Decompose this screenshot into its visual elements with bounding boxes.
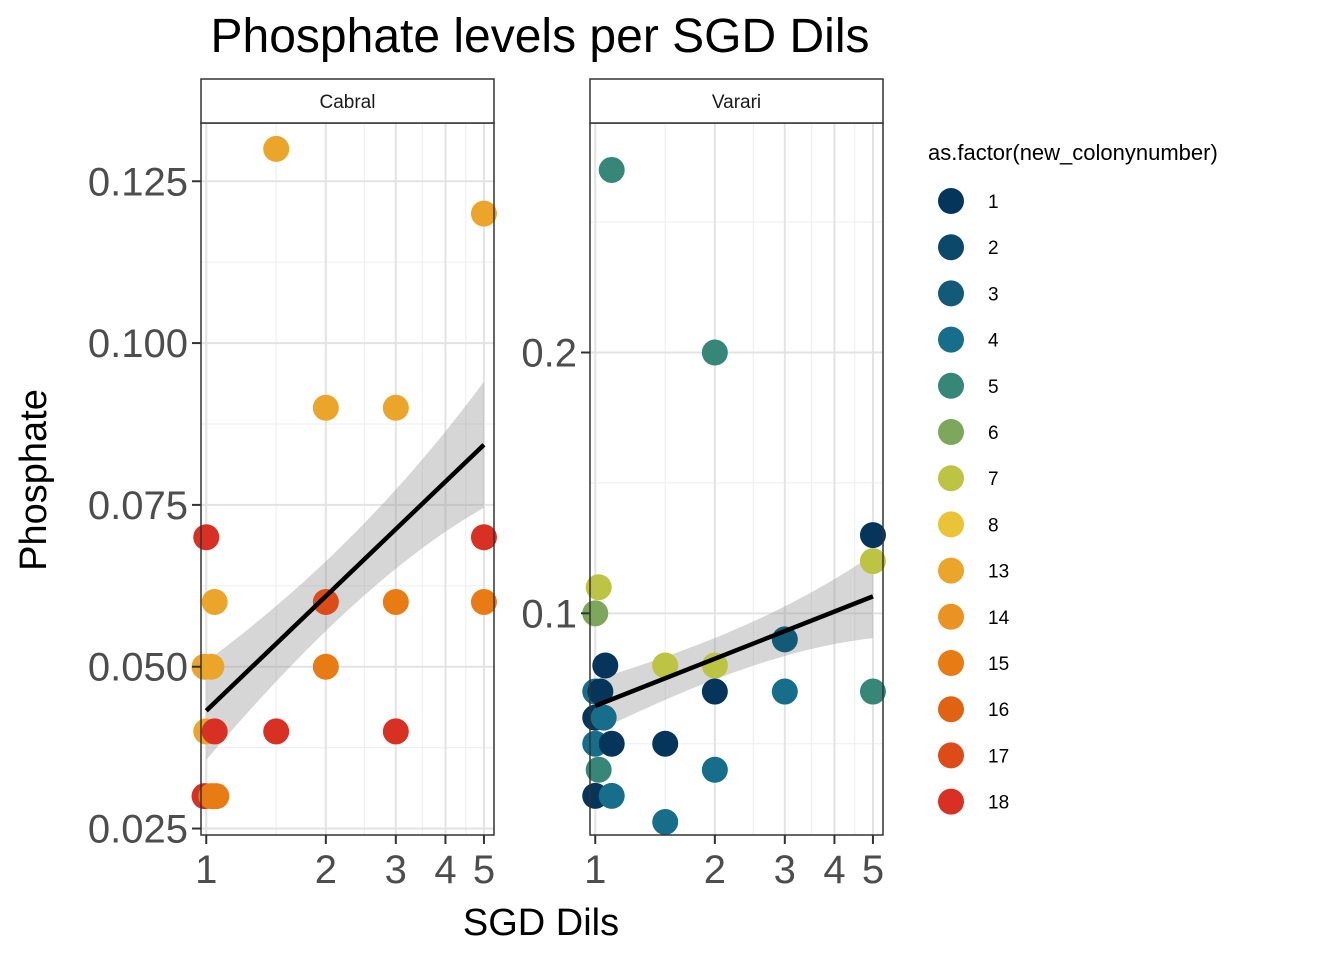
legend-key <box>938 326 964 353</box>
y-tick-label: 0.025 <box>88 808 188 852</box>
legend-label: 8 <box>988 515 999 536</box>
data-point <box>701 339 728 366</box>
legend-key <box>938 511 964 538</box>
panel-varari: Varari 0.1 0.2 1 2 3 4 5 <box>521 78 886 892</box>
legend-key <box>938 650 964 676</box>
data-point <box>203 783 230 810</box>
data-point <box>201 718 228 745</box>
data-point <box>312 653 339 680</box>
legend-key <box>938 465 964 492</box>
data-point <box>198 653 225 680</box>
strip-label: Cabral <box>320 92 376 113</box>
y-tick-label: 0.050 <box>88 646 188 690</box>
strip-box <box>200 78 495 124</box>
chart-title: Phosphate levels per SGD Dils <box>211 10 870 63</box>
data-point <box>771 678 798 705</box>
confidence-band <box>595 554 873 732</box>
y-axis-label: Phosphate <box>13 389 55 571</box>
x-tick-label: 3 <box>385 848 407 892</box>
data-point <box>652 652 679 679</box>
legend-label: 5 <box>988 377 999 398</box>
x-tick-label: 2 <box>704 848 726 892</box>
legend-label: 6 <box>988 423 999 444</box>
data-point <box>470 524 497 551</box>
data-point <box>587 678 614 705</box>
data-point <box>652 808 679 835</box>
data-point <box>582 600 609 627</box>
y-tick-label: 0.1 <box>521 592 577 636</box>
legend-key <box>938 603 964 630</box>
legend-label: 16 <box>988 700 1009 721</box>
legend-key <box>938 188 964 214</box>
legend-key <box>938 557 964 584</box>
data-point <box>193 524 220 551</box>
legend: as.factor(new_colonynumber) 1 2 3 4 5 6 7 8 13 14… <box>928 140 1218 815</box>
y-tick-label: 0.125 <box>88 160 188 204</box>
data-point <box>859 522 886 549</box>
data-point <box>263 135 290 162</box>
legend-key <box>938 788 964 815</box>
y-tick-label: 0.075 <box>88 484 188 528</box>
legend-title: as.factor(new_colonynumber) <box>928 140 1218 165</box>
strip-box <box>589 78 884 124</box>
data-point <box>859 548 886 575</box>
data-point <box>470 588 497 615</box>
data-point <box>585 574 612 601</box>
trend-line <box>204 443 486 713</box>
data-point <box>598 730 625 757</box>
legend-label: 13 <box>988 562 1009 583</box>
legend-key <box>938 280 964 307</box>
data-point <box>382 718 409 745</box>
data-point <box>201 588 228 615</box>
legend-key <box>938 372 964 399</box>
legend-label: 3 <box>988 284 999 305</box>
data-point <box>312 394 339 421</box>
y-tick-label: 0.2 <box>521 332 577 376</box>
legend-label: 7 <box>988 469 999 490</box>
legend-label: 2 <box>988 238 999 259</box>
legend-label: 18 <box>988 793 1009 814</box>
legend-label: 1 <box>988 192 999 213</box>
legend-key <box>938 419 964 445</box>
legend-key <box>938 696 964 723</box>
x-tick-label: 1 <box>584 848 606 892</box>
y-tick-label: 0.100 <box>88 322 188 366</box>
legend-label: 17 <box>988 746 1009 767</box>
data-point <box>585 756 612 783</box>
legend-label: 14 <box>988 608 1010 629</box>
legend-label: 15 <box>988 654 1009 675</box>
data-point <box>263 718 290 745</box>
data-point <box>701 756 728 783</box>
x-axis-label: SGD Dils <box>463 902 619 944</box>
data-point <box>701 678 728 705</box>
x-tick-label: 4 <box>434 848 456 892</box>
data-point <box>652 730 679 757</box>
legend-key <box>938 234 964 261</box>
legend-label: 4 <box>988 331 999 352</box>
x-tick-label: 3 <box>774 848 796 892</box>
data-point <box>592 652 619 679</box>
data-point <box>590 704 617 731</box>
legend-key <box>938 742 964 769</box>
strip-label: Varari <box>712 92 761 113</box>
data-point <box>382 394 409 421</box>
data-point <box>598 782 625 809</box>
data-point <box>312 588 339 615</box>
x-tick-label: 5 <box>473 848 495 892</box>
panel-cabral: Cabral 0.025 0.050 0.075 0.100 0.125 1 2 3 4 5 <box>88 78 497 892</box>
panel-background <box>590 123 883 835</box>
data-point <box>598 156 625 183</box>
x-tick-label: 4 <box>823 848 845 892</box>
data-point <box>382 588 409 615</box>
x-tick-label: 2 <box>315 848 337 892</box>
data-point <box>859 678 886 705</box>
x-tick-label: 5 <box>862 848 884 892</box>
data-point <box>470 200 497 227</box>
trend-line <box>594 594 874 708</box>
confidence-band <box>206 381 484 760</box>
x-tick-label: 1 <box>195 848 217 892</box>
